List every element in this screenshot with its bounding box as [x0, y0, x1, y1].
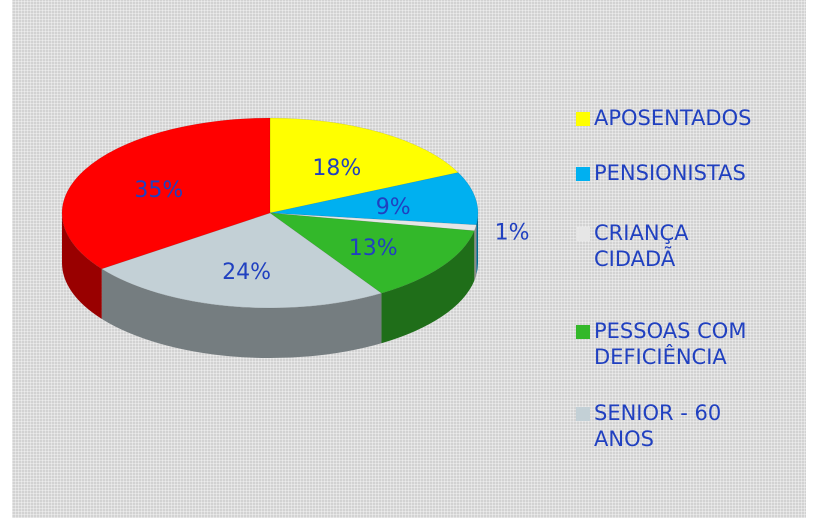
data-label: 1% — [495, 221, 530, 246]
legend-swatch — [576, 325, 590, 339]
pie-slice — [269, 212, 477, 232]
pie-slice — [61, 117, 271, 270]
data-label: 9% — [376, 195, 411, 220]
data-label: 24% — [222, 260, 271, 285]
data-label: 13% — [349, 236, 398, 261]
legend-label: PESSOAS COM DEFICIÊNCIA — [594, 319, 747, 369]
pie-side — [474, 224, 477, 281]
data-label: 35% — [134, 178, 183, 203]
pie-side — [381, 230, 475, 344]
legend-swatch — [576, 407, 590, 421]
legend-label: SENIOR - 60 ANOS — [594, 401, 722, 451]
pie-slice — [269, 117, 459, 214]
pie-slice — [101, 212, 383, 309]
pie-slice — [269, 172, 479, 226]
legend-label: CRIANÇA CIDADÃ — [594, 221, 689, 271]
data-label: 18% — [312, 156, 361, 181]
legend-swatch — [576, 112, 590, 126]
legend-swatch — [576, 167, 590, 181]
pie-side — [476, 213, 478, 275]
pie-side — [61, 213, 102, 319]
pie-side — [101, 268, 382, 358]
legend-label: APOSENTADOS — [594, 106, 752, 130]
legend-label: PENSIONISTAS — [594, 161, 746, 185]
legend-swatch — [576, 227, 590, 241]
pie-slice — [269, 212, 475, 294]
